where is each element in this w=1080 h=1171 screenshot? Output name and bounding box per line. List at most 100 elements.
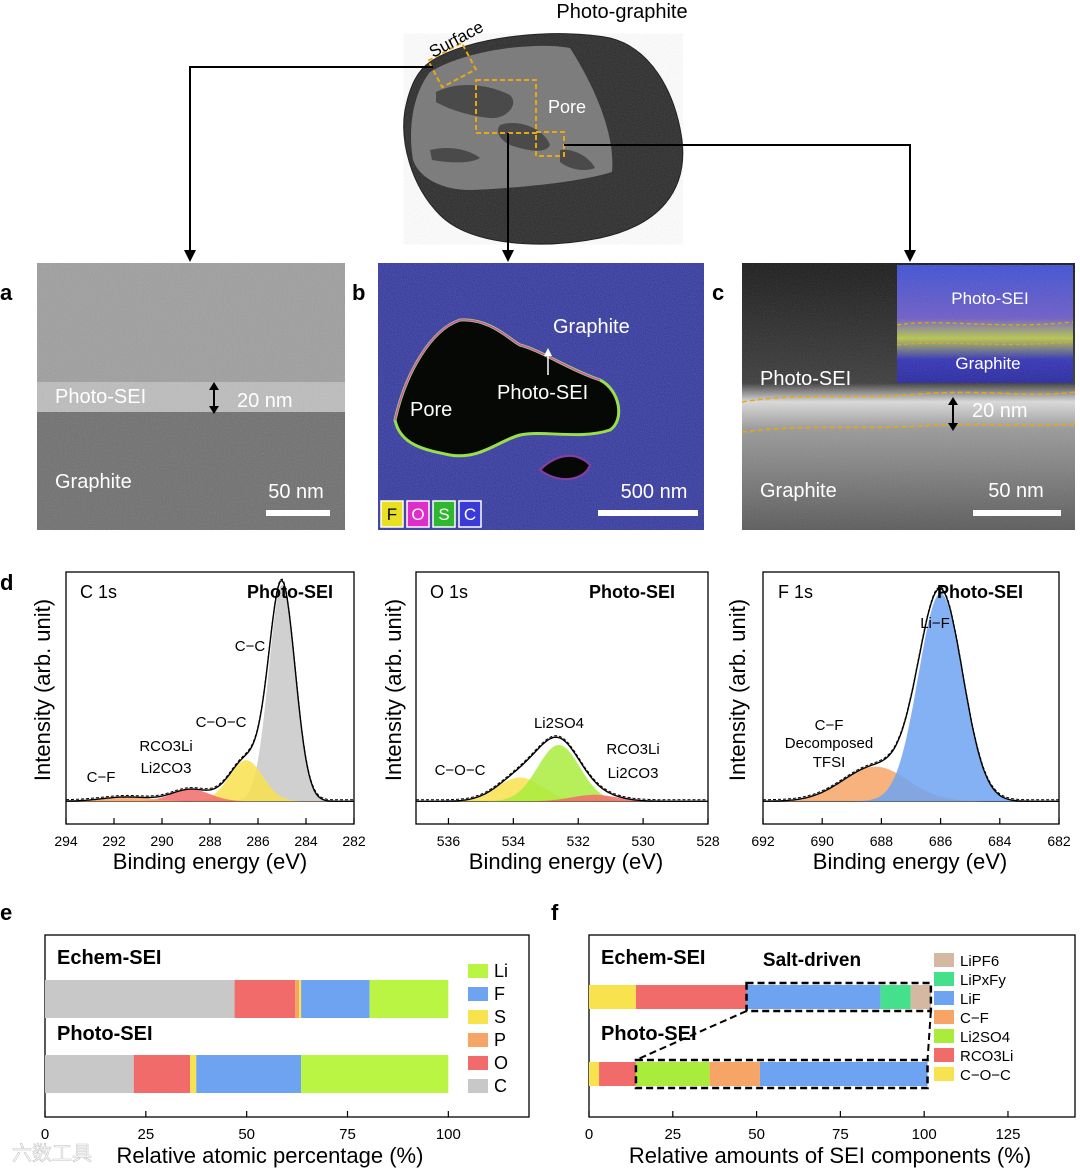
f-legend-li2so4-swatch — [934, 1029, 954, 1043]
particle-schematic: Photo-graphite Surface Pore — [184, 1, 916, 262]
e-frame — [44, 934, 530, 1118]
f-cat-photo: Photo-SEI — [601, 1023, 697, 1045]
c1s-peak-cc: C−C — [235, 638, 266, 655]
o1s-plot-area — [416, 735, 708, 802]
f-legend-coc: C−O−C — [960, 1067, 1011, 1084]
a-base-label: Graphite — [55, 471, 132, 493]
x-tick-label: 290 — [150, 833, 174, 849]
bar-segment-rco3li — [635, 985, 747, 1009]
f-legend-li2so4: Li2SO4 — [960, 1029, 1010, 1046]
e-xlabel: Relative atomic percentage (%) — [117, 1143, 424, 1168]
x-tick-label: 530 — [631, 833, 655, 849]
x-tick-label: 682 — [1047, 833, 1071, 849]
bar-segment-c-o-c — [589, 1062, 600, 1086]
f1s-title: F 1s — [778, 582, 813, 602]
panel-letter-d: d — [0, 570, 13, 595]
x-tick-label: 75 — [832, 1126, 849, 1143]
c1s-peak-li2co3: Li2CO3 — [141, 760, 192, 777]
xps-f1s: Intensity (arb. unit) F 1s Photo-SEI Li−… — [725, 571, 1071, 874]
b-top-label: Graphite — [553, 316, 630, 338]
f1s-plot-area — [763, 586, 1059, 802]
watermark: 六数工具 — [12, 1142, 92, 1165]
panel-letter-b: b — [352, 280, 365, 305]
f-legend-lipf6: LiPF6 — [960, 953, 999, 970]
c-scale-label: 50 nm — [988, 480, 1044, 502]
x-tick-label: 692 — [751, 833, 775, 849]
bar-segment-lipxfy — [880, 985, 911, 1009]
panel-e: e Echem-SEI Photo-SEI Li F S P O C 0 25 50… — [0, 900, 530, 1168]
f1s-sample: Photo-SEI — [937, 582, 1023, 602]
bar-segment-rco3li — [599, 1062, 636, 1086]
c-scale-bar — [973, 510, 1061, 516]
b-legend-c: C — [464, 505, 476, 524]
bar-segment-li — [369, 980, 449, 1018]
f-legend-cf: C−F — [960, 1010, 989, 1027]
xps-o1s: Intensity (arb. unit) O 1s Photo-SEI Li2… — [381, 571, 720, 874]
c1s-x-axis: 294 292 290 288 286 284 282 — [54, 818, 366, 849]
b-legend-o-swatch — [406, 500, 430, 528]
f-legend-rco3li-swatch — [934, 1048, 954, 1062]
salt-driven-box-photo — [634, 1058, 929, 1090]
b-legend-f-swatch — [380, 500, 404, 528]
bar-segment-li2so4 — [635, 1062, 710, 1086]
panel-letter-c: c — [712, 280, 724, 305]
bar-segment-c — [45, 980, 235, 1018]
o1s-ylabel: Intensity (arb. unit) — [381, 599, 406, 781]
particle-title: Photo-graphite — [556, 1, 687, 23]
f-legend-lipf6-swatch — [934, 953, 954, 967]
x-tick-label: 534 — [502, 833, 526, 849]
panel-d: d Intensity (arb. unit) C 1s Photo-SEI C… — [0, 570, 1071, 874]
f-legend: LiPF6 LiPxFy LiF C−F Li2SO4 RCO3Li C−O−C — [934, 953, 1013, 1084]
f-legend-rco3li: RCO3Li — [960, 1048, 1013, 1065]
e-x-axis: 0 25 50 75 100 — [41, 1111, 461, 1143]
f1s-xlabel: Binding energy (eV) — [813, 849, 1007, 874]
f1s-peak-lif: Li−F — [920, 615, 950, 632]
a-scale-bar — [266, 510, 330, 516]
bar-segment-p — [295, 980, 300, 1018]
e-cat-echem: Echem-SEI — [57, 947, 161, 969]
e-legend-c-swatch — [468, 1079, 488, 1093]
connector-c — [564, 144, 911, 250]
e-legend-li: Li — [494, 961, 508, 981]
panel-c: c Photo-SEI Graphite Photo-SEI 20 nm Gra… — [712, 263, 1076, 530]
xps-c1s: Intensity (arb. unit) C 1s Photo-SEI C−C… — [30, 571, 366, 874]
a-thickness: 20 nm — [237, 390, 293, 412]
e-legend-li-swatch — [468, 964, 488, 978]
f1s-peak-cf: C−F — [815, 717, 844, 734]
e-legend-o-swatch — [468, 1056, 488, 1070]
bar-segment-f — [196, 1055, 302, 1093]
x-tick-label: 50 — [748, 1126, 765, 1143]
pore-label: Pore — [548, 97, 586, 117]
a-scale-label: 50 nm — [268, 481, 324, 503]
b-legend-o: O — [411, 505, 424, 524]
b-legend-s: S — [438, 505, 449, 524]
peak-li-f — [763, 593, 1059, 802]
b-legend-f: F — [387, 505, 397, 524]
o1s-peak-rco3li: RCO3Li — [606, 741, 659, 758]
bar-segment-o — [133, 1055, 191, 1093]
x-tick-label: 294 — [54, 833, 78, 849]
salt-driven-connector-right — [926, 1010, 932, 1061]
e-bars — [45, 980, 449, 1093]
f1s-peak-tfsi: TFSI — [813, 754, 846, 771]
f-cat-echem: Echem-SEI — [601, 947, 705, 969]
c-inset-bottom: Graphite — [955, 354, 1020, 373]
o1s-peak-coc: C−O−C — [435, 762, 486, 779]
spectrum-measured — [66, 578, 354, 801]
c1s-peak-cf: C−F — [87, 769, 116, 786]
peak-rco3li-li2co3 — [416, 794, 708, 802]
f-legend-cf-swatch — [934, 1010, 954, 1024]
panel-letter-a: a — [0, 280, 13, 305]
b-scale-label: 500 nm — [621, 481, 688, 503]
c-inset-top: Photo-SEI — [951, 289, 1029, 308]
x-tick-label: 25 — [664, 1126, 681, 1143]
salt-driven-box-echem — [745, 981, 933, 1013]
c1s-peak-coc: C−O−C — [196, 714, 247, 731]
f-legend-lipxfy-swatch — [934, 972, 954, 986]
f-legend-lif: LiF — [960, 991, 981, 1008]
b-legend-s-swatch — [432, 500, 456, 528]
o1s-frame — [415, 571, 709, 825]
x-tick-label: 0 — [585, 1126, 593, 1143]
c-base-label: Graphite — [760, 480, 837, 502]
